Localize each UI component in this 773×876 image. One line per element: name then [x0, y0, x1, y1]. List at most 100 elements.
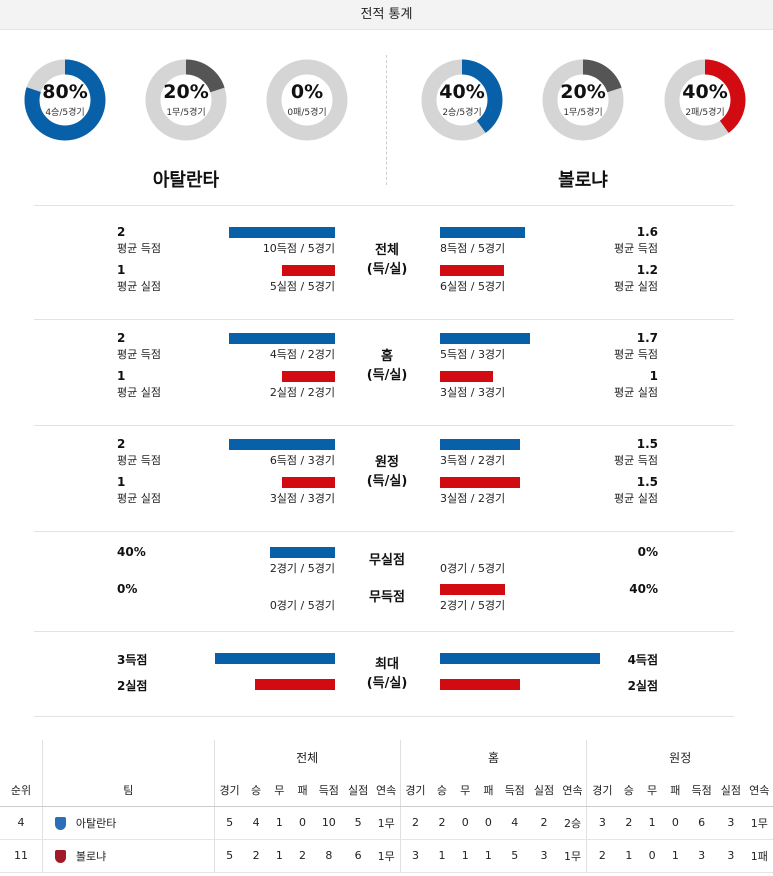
team-crest-icon — [54, 817, 66, 830]
donut-fill — [145, 59, 227, 141]
column-header: 무 — [453, 774, 477, 807]
column-header: 팀 — [41, 774, 215, 807]
right-conceded-bar — [440, 371, 493, 382]
donut-ring — [24, 59, 106, 141]
section-label: 홈 — [381, 349, 393, 364]
left-max-conceded: 2실점 — [117, 679, 148, 693]
stat-cell: 3 — [686, 839, 717, 873]
column-header: 승 — [430, 774, 454, 807]
right-avg-conceded: 1.5 — [636, 475, 658, 489]
stat-cell: 0 — [663, 806, 687, 840]
left-cs-pct: 40% — [117, 545, 146, 559]
right-team-name: 볼로냐 — [558, 170, 608, 191]
column-header: 득점 — [500, 774, 530, 807]
left-max-scored: 3득점 — [117, 653, 148, 667]
right-conceded-bar — [440, 265, 504, 276]
divider — [34, 531, 734, 532]
left-conceded-caption: 2실점 / 2경기 — [269, 386, 335, 399]
stat-cell: 4 — [244, 806, 268, 840]
table-row[interactable]: 4 아탈란타 5 4 1 0 10 5 1무 2 2 0 0 4 2 2승 3 2 1 0 6 3 1무 — [0, 806, 773, 840]
stat-cell: 1무 — [372, 839, 401, 873]
section-sublabel: (득/실) — [366, 262, 408, 277]
stat-cell: 1 — [663, 839, 687, 873]
team-cell[interactable]: 아탈란타 — [41, 806, 215, 840]
stat-cell: 5 — [213, 839, 245, 873]
divider — [34, 205, 734, 206]
left-donut-1: 20% 1무/5경기 — [144, 58, 228, 142]
column-header: 연속 — [558, 774, 587, 807]
stat-cell: 5 — [500, 839, 530, 873]
donut-percent: 80% — [42, 81, 88, 103]
column-header: 승 — [617, 774, 641, 807]
column-header: 득점 — [686, 774, 717, 807]
rank-cell: 4 — [0, 806, 43, 840]
left-avg-conceded: 1 — [117, 369, 126, 383]
left-scored-caption: 6득점 / 3경기 — [269, 454, 335, 467]
right-avg-scored-label: 평균 득점 — [614, 242, 658, 255]
left-scored-caption: 4득점 / 2경기 — [269, 348, 335, 361]
stat-cell: 0 — [453, 806, 477, 840]
group-away: 원정 — [586, 740, 773, 774]
column-header-row: 순위 팀 경기 승 무 패 득점 실점 연속 경기 승 무 패 득점 실점 연속 경기 승 무 패 득점 실점 연속 — [0, 774, 773, 807]
donut-record: 1무/5경기 — [563, 108, 603, 118]
left-max-conceded-bar — [255, 679, 335, 690]
stat-cell: 6 — [686, 806, 717, 840]
stat-cell: 2 — [586, 839, 618, 873]
left-fts-pct: 0% — [117, 582, 138, 596]
group-home: 홈 — [399, 740, 587, 774]
column-header: 경기 — [399, 774, 431, 807]
page-title: 전적 통계 — [0, 0, 773, 30]
column-header: 무 — [640, 774, 664, 807]
team-name: 볼로냐 — [75, 849, 107, 863]
right-scored-bar — [440, 333, 531, 344]
stat-cell: 2 — [617, 806, 641, 840]
right-fts-pct: 40% — [629, 582, 658, 596]
stat-cell: 2 — [290, 839, 315, 873]
team-divider — [386, 55, 387, 185]
team-cell[interactable]: 볼로냐 — [41, 839, 215, 873]
stat-cell: 0 — [640, 839, 664, 873]
left-cs-bar — [270, 547, 335, 558]
section-label: 원정 — [375, 455, 399, 470]
donut-percent: 0% — [290, 81, 324, 103]
rank-cell: 11 — [0, 839, 43, 873]
stat-cell: 8 — [314, 839, 344, 873]
left-team-name: 아탈란타 — [152, 170, 220, 191]
column-header: 패 — [663, 774, 687, 807]
stat-cell: 10 — [314, 806, 344, 840]
column-header: 경기 — [586, 774, 618, 807]
divider — [34, 631, 734, 632]
left-donut-2: 0% 0패/5경기 — [265, 58, 349, 142]
left-avg-scored: 2 — [117, 331, 126, 345]
right-avg-scored: 1.5 — [636, 437, 658, 451]
right-conceded-caption: 3실점 / 2경기 — [440, 492, 506, 505]
donut-fill — [421, 59, 503, 141]
stat-cell: 5 — [213, 806, 245, 840]
left-avg-scored-label: 평균 득점 — [117, 454, 161, 467]
donut-ring — [664, 59, 746, 141]
stat-cell: 1무 — [372, 806, 401, 840]
team-crest-icon — [54, 850, 66, 863]
donut-ring — [266, 59, 348, 141]
right-scored-bar — [440, 227, 525, 238]
stat-cell: 2 — [244, 839, 268, 873]
column-header: 연속 — [745, 774, 773, 807]
column-header: 순위 — [0, 774, 43, 807]
stat-cell: 3 — [716, 806, 746, 840]
left-cs-caption: 2경기 / 5경기 — [269, 562, 335, 575]
divider — [34, 319, 734, 320]
right-max-conceded-bar — [440, 679, 520, 690]
table-row[interactable]: 11 볼로냐 5 2 1 2 8 6 1무 3 1 1 1 5 3 1무 2 1 0 1 3 3 1패 — [0, 839, 773, 873]
donut-record: 0패/5경기 — [287, 108, 327, 118]
stat-cell: 2 — [430, 806, 454, 840]
column-header: 실점 — [343, 774, 373, 807]
stat-cell: 0 — [290, 806, 315, 840]
stat-cell: 2 — [399, 806, 431, 840]
donut-ring — [421, 59, 503, 141]
max-sublabel: (득/실) — [366, 676, 408, 691]
column-header: 패 — [290, 774, 315, 807]
right-conceded-bar — [440, 477, 520, 488]
left-avg-conceded-label: 평균 실점 — [117, 280, 161, 293]
column-header: 득점 — [314, 774, 344, 807]
stat-cell: 4 — [500, 806, 530, 840]
